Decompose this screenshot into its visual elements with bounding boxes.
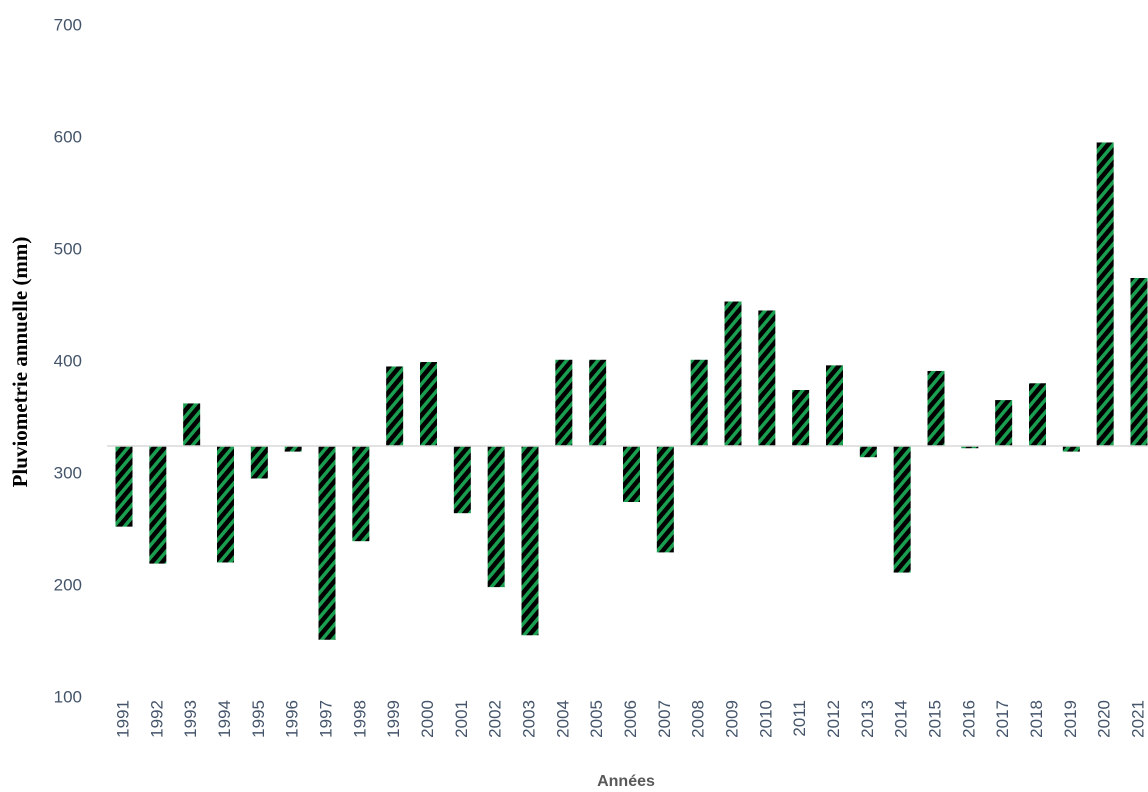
- x-tick-label: 1994: [215, 700, 234, 738]
- bar: [183, 403, 201, 446]
- y-tick-label: 200: [54, 575, 82, 594]
- x-tick-label: 2012: [824, 700, 843, 738]
- bar: [1062, 446, 1080, 452]
- bar: [1130, 278, 1148, 446]
- y-tick-label: 600: [54, 127, 82, 146]
- bar: [386, 366, 404, 446]
- bar: [1096, 142, 1114, 447]
- bar: [927, 370, 945, 446]
- bar: [656, 446, 674, 553]
- x-tick-label: 2020: [1095, 700, 1114, 738]
- x-tick-label: 2019: [1061, 700, 1080, 738]
- bar: [521, 446, 539, 636]
- x-tick-label: 1993: [181, 700, 200, 738]
- x-tick-label: 2006: [621, 700, 640, 738]
- x-tick-label: 2017: [993, 700, 1012, 738]
- x-tick-label: 2004: [553, 700, 572, 738]
- x-tick-label: 2000: [418, 700, 437, 738]
- bar: [792, 390, 810, 446]
- bar: [995, 400, 1013, 446]
- bar: [217, 446, 234, 563]
- x-tick-label: 2002: [486, 700, 505, 738]
- bar: [589, 359, 607, 446]
- x-tick-label: 2013: [858, 700, 877, 738]
- x-tick-label: 2007: [655, 700, 674, 738]
- x-tick-label: 2016: [959, 700, 978, 738]
- x-tick-label: 2005: [587, 700, 606, 738]
- x-axis-title: Années: [597, 773, 655, 790]
- x-tick-label: 2018: [1027, 700, 1046, 738]
- x-tick-label: 2008: [689, 700, 708, 738]
- bar: [352, 446, 370, 542]
- x-tick-label: 1995: [249, 700, 268, 738]
- x-tick-label: 2011: [790, 700, 809, 737]
- bar: [1029, 383, 1046, 446]
- x-tick-label: 2003: [519, 700, 538, 738]
- x-tick-label: 1999: [384, 700, 403, 738]
- y-axis-title: Pluviometrie annuelle (mm): [8, 237, 32, 488]
- y-tick-label: 300: [54, 463, 82, 482]
- x-tick-label: 1991: [113, 700, 132, 738]
- bar: [115, 446, 133, 527]
- bar: [961, 446, 979, 449]
- x-tick-label: 2021: [1128, 700, 1147, 738]
- x-tick-label: 2014: [892, 700, 911, 738]
- bar: [318, 446, 336, 640]
- bar: [250, 446, 268, 479]
- bar: [487, 446, 505, 588]
- x-tick-label: 2009: [722, 700, 741, 738]
- y-tick-label: 400: [54, 351, 82, 370]
- x-tick-label: 2010: [756, 700, 775, 738]
- x-tick-label: 1992: [147, 700, 166, 738]
- x-tick-label: 2015: [925, 700, 944, 738]
- x-tick-label: 1996: [283, 700, 302, 738]
- y-tick-label: 100: [54, 687, 82, 706]
- y-tick-label: 500: [54, 239, 82, 258]
- bar: [623, 446, 640, 502]
- x-tick-label: 2001: [452, 700, 471, 738]
- bar: [758, 310, 776, 446]
- bar: [284, 446, 302, 452]
- bar: [420, 362, 437, 446]
- bar: [555, 359, 573, 446]
- bar: [453, 446, 471, 514]
- bar: [859, 446, 877, 458]
- bar: [826, 365, 843, 446]
- bar: [724, 301, 742, 446]
- x-tick-label: 1997: [316, 700, 335, 738]
- bar: [893, 446, 911, 573]
- bar: [690, 359, 708, 446]
- x-tick-label: 1998: [350, 700, 369, 738]
- y-tick-label: 700: [54, 15, 82, 34]
- bar: [149, 446, 167, 564]
